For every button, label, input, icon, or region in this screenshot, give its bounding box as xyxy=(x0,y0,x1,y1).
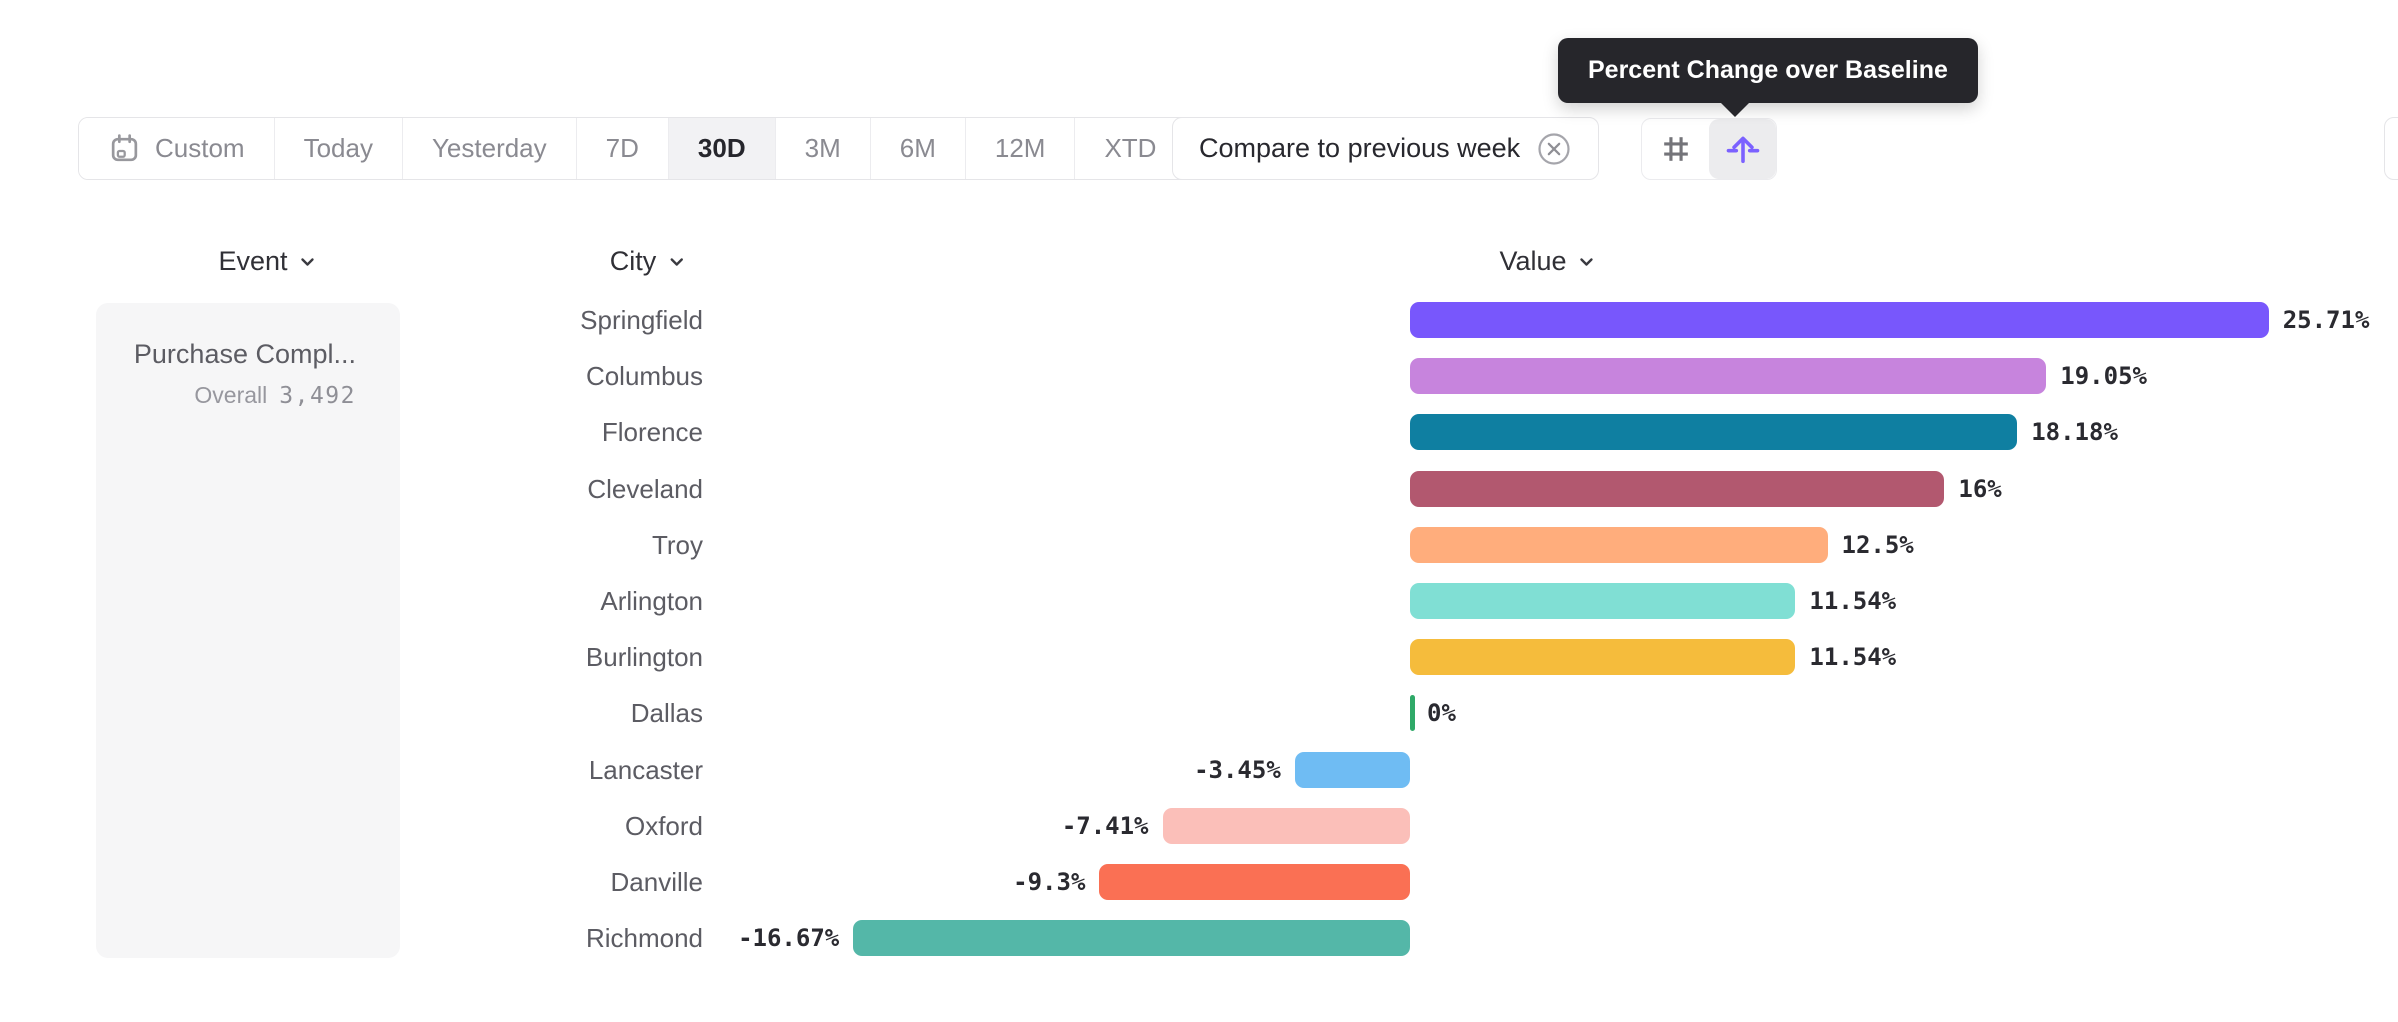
date-range-7d[interactable]: 7D xyxy=(576,118,669,179)
tooltip-text: Percent Change over Baseline xyxy=(1588,56,1948,84)
bar[interactable] xyxy=(1410,695,1415,732)
city-label: Columbus xyxy=(585,361,703,392)
event-header-label: Event xyxy=(218,246,288,276)
chart-rows: Springfield 25.71% Columbus 19.05% Flore… xyxy=(0,292,2398,966)
city-label: Arlington xyxy=(600,585,703,616)
clipped-edge-button[interactable] xyxy=(2384,117,2398,180)
date-range-30d[interactable]: 30D xyxy=(668,118,776,179)
percent-change-toggle[interactable] xyxy=(1709,119,1776,179)
circle-x-icon[interactable] xyxy=(1536,131,1572,167)
bar[interactable] xyxy=(1410,582,1796,619)
table-row: Lancaster -3.45% xyxy=(0,742,2398,798)
bar-value-label: -16.67% xyxy=(738,924,840,953)
city-label: Cleveland xyxy=(587,473,703,504)
event-column-header[interactable]: Event xyxy=(218,246,317,277)
overall-value: 3,492 xyxy=(279,383,356,409)
table-row: Danville -9.3% xyxy=(0,854,2398,910)
date-range-label: 12M xyxy=(994,133,1046,163)
bar-value-label: -3.45% xyxy=(1194,755,1281,784)
table-row: Arlington 11.54% xyxy=(0,573,2398,629)
city-label: Burlington xyxy=(585,642,703,673)
table-row: Burlington 11.54% xyxy=(0,629,2398,685)
bar-value-label: 12.5% xyxy=(1841,530,1914,559)
city-label: Lancaster xyxy=(588,754,703,785)
date-range-today[interactable]: Today xyxy=(274,118,403,179)
date-range-label: 6M xyxy=(899,133,936,163)
table-row: Troy 12.5% xyxy=(0,517,2398,573)
arrow-up-from-baseline-icon xyxy=(1724,130,1762,168)
bar-value-label: -9.3% xyxy=(1013,867,1086,896)
date-range-label: XTD xyxy=(1104,133,1157,163)
chevron-down-icon xyxy=(1577,252,1597,272)
date-range-custom[interactable]: Custom xyxy=(79,118,275,179)
bar[interactable] xyxy=(1099,863,1410,900)
city-label: Troy xyxy=(651,529,703,560)
bar-value-label: 11.54% xyxy=(1809,586,1897,615)
bar[interactable] xyxy=(853,920,1410,957)
bar[interactable] xyxy=(1410,526,1828,563)
absolute-values-toggle[interactable] xyxy=(1642,119,1709,179)
bar-value-label: 25.71% xyxy=(2282,306,2370,334)
tooltip-percent-change: Percent Change over Baseline xyxy=(1558,38,1978,117)
bar[interactable] xyxy=(1410,414,2018,451)
bar[interactable] xyxy=(1294,751,1410,788)
table-row: Columbus 19.05% xyxy=(0,348,2398,404)
bar-value-label: 11.54% xyxy=(1809,643,1897,672)
city-label: Dallas xyxy=(630,698,703,729)
value-column-header[interactable]: Value xyxy=(1499,246,1596,277)
date-range-12m[interactable]: 12M xyxy=(965,118,1076,179)
city-label: Danville xyxy=(610,866,704,897)
bar-value-label: 16% xyxy=(1958,474,2002,503)
bar-value-label: 0% xyxy=(1427,699,1456,728)
date-range-6m[interactable]: 6M xyxy=(870,118,966,179)
date-range-toolbar: Custom Today Yesterday 7D 30D 3M 6M 12M … xyxy=(78,117,1223,180)
date-range-label: Custom xyxy=(155,133,245,163)
city-label: Springfield xyxy=(580,305,703,335)
table-row: Richmond -16.67% xyxy=(0,910,2398,966)
value-display-toggle xyxy=(1641,118,1777,180)
bar-value-label: 18.18% xyxy=(2031,418,2118,447)
date-range-label: 7D xyxy=(605,133,639,163)
compare-filter-pill[interactable]: Compare to previous week xyxy=(1172,117,1600,180)
calendar-icon xyxy=(108,132,141,165)
chevron-down-icon xyxy=(298,252,318,272)
hash-grid-icon xyxy=(1658,131,1694,167)
value-header-label: Value xyxy=(1499,246,1567,276)
city-label: Florence xyxy=(601,417,703,448)
date-range-label: Yesterday xyxy=(431,133,547,163)
compare-label: Compare to previous week xyxy=(1199,133,1521,163)
table-row: Cleveland 16% xyxy=(0,461,2398,517)
overall-label: Overall xyxy=(194,382,268,408)
date-range-yesterday[interactable]: Yesterday xyxy=(402,118,577,179)
city-label: Oxford xyxy=(624,810,703,841)
bar[interactable] xyxy=(1410,470,1945,507)
table-row: Springfield 25.71% xyxy=(0,292,2398,348)
city-label: Richmond xyxy=(585,923,703,954)
date-range-label: 30D xyxy=(697,133,746,163)
bar[interactable] xyxy=(1162,807,1410,844)
bar[interactable] xyxy=(1410,302,2269,338)
bar-value-label: 19.05% xyxy=(2060,362,2147,391)
event-overall: Overall 3,492 xyxy=(194,382,356,409)
bar[interactable] xyxy=(1410,358,2047,395)
table-row: Florence 18.18% xyxy=(0,404,2398,460)
event-panel: Purchase Compl... Overall 3,492 xyxy=(96,303,400,958)
table-row: Oxford -7.41% xyxy=(0,798,2398,854)
city-header-label: City xyxy=(609,246,657,276)
bar[interactable] xyxy=(1410,639,1796,676)
table-row: Dallas 0% xyxy=(0,685,2398,741)
chevron-down-icon xyxy=(666,252,686,272)
date-range-3m[interactable]: 3M xyxy=(775,118,871,179)
date-range-label: 3M xyxy=(804,133,841,163)
date-range-label: Today xyxy=(303,133,373,163)
city-column-header[interactable]: City xyxy=(610,246,687,277)
bar-value-label: -7.41% xyxy=(1061,811,1149,840)
event-name[interactable]: Purchase Compl... xyxy=(133,339,356,369)
